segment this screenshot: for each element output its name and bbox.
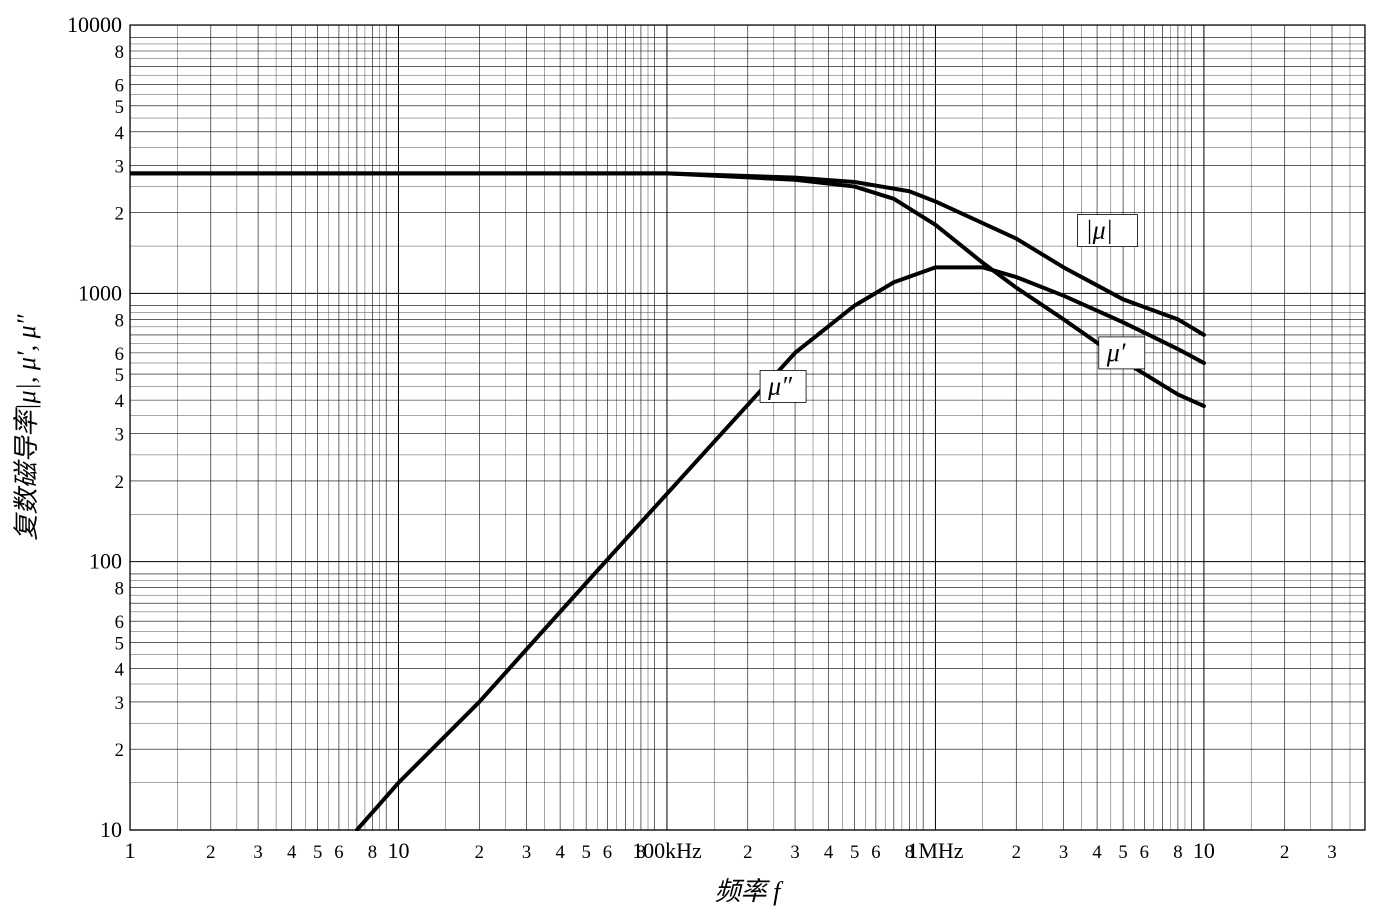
y-tick-label: 10000 [67, 12, 122, 37]
x-minor-tick: 2 [743, 842, 752, 863]
y-axis-title: 复数磁导率|μ|, μ′, μ″ [12, 313, 41, 540]
x-minor-tick: 6 [1140, 842, 1149, 863]
x-minor-tick: 4 [555, 842, 565, 863]
x-minor-tick: 5 [1118, 842, 1127, 863]
x-minor-tick: 6 [871, 842, 880, 863]
y-tick-label: 100 [89, 549, 122, 574]
y-minor-tick: 8 [115, 42, 124, 63]
x-axis-title: 频率 f [715, 877, 785, 906]
x-minor-tick: 2 [475, 842, 484, 863]
x-minor-tick: 2 [1280, 842, 1289, 863]
y-minor-tick: 2 [115, 740, 124, 761]
y-minor-tick: 5 [115, 365, 124, 386]
mask-top [0, 0, 1388, 25]
y-minor-tick: 5 [115, 633, 124, 654]
y-minor-tick: 2 [115, 472, 124, 493]
x-minor-tick: 6 [334, 842, 343, 863]
y-tick-label: 1000 [78, 280, 122, 305]
y-minor-tick: 2 [115, 204, 124, 225]
grid [130, 25, 1365, 830]
x-minor-tick: 3 [522, 842, 531, 863]
x-minor-tick: 3 [1059, 842, 1068, 863]
chart-svg: 10100100010000234568234568234568110100kH… [0, 0, 1388, 920]
x-minor-tick: 5 [313, 842, 322, 863]
y-minor-tick: 8 [115, 579, 124, 600]
y-minor-tick: 6 [115, 344, 124, 365]
x-tick-label: 10 [1193, 838, 1215, 863]
x-minor-tick: 8 [905, 842, 914, 863]
y-minor-tick: 3 [115, 425, 124, 446]
x-minor-tick: 8 [368, 842, 377, 863]
x-minor-tick: 8 [1173, 842, 1182, 863]
y-minor-tick: 3 [115, 156, 124, 177]
x-minor-tick: 5 [581, 842, 590, 863]
x-minor-tick: 4 [824, 842, 834, 863]
x-minor-tick: 4 [287, 842, 297, 863]
series-mu_double_prime [357, 267, 1204, 830]
series-label-mu_double_prime: μ″ [767, 371, 793, 400]
x-minor-tick: 2 [1012, 842, 1021, 863]
series-label-mu_prime: μ′ [1106, 338, 1126, 367]
x-minor-tick: 3 [1327, 842, 1336, 863]
y-minor-tick: 6 [115, 612, 124, 633]
x-tick-label: 10 [387, 838, 409, 863]
y-tick-label: 10 [100, 817, 122, 842]
x-minor-tick: 8 [636, 842, 645, 863]
x-minor-tick: 4 [1092, 842, 1102, 863]
permeability-chart: 10100100010000234568234568234568110100kH… [0, 0, 1388, 920]
x-minor-tick: 2 [206, 842, 215, 863]
x-minor-tick: 3 [253, 842, 262, 863]
x-tick-label: 1 [125, 838, 136, 863]
y-minor-tick: 5 [115, 97, 124, 118]
y-minor-tick: 8 [115, 310, 124, 331]
series-label-mu_abs: |μ| [1086, 216, 1113, 245]
y-minor-tick: 4 [115, 123, 125, 144]
mask-right [1365, 0, 1388, 920]
x-tick-label: 1MHz [907, 838, 963, 863]
y-minor-tick: 3 [115, 693, 124, 714]
x-minor-tick: 5 [850, 842, 859, 863]
x-minor-tick: 6 [603, 842, 612, 863]
x-minor-tick: 3 [790, 842, 799, 863]
y-minor-tick: 4 [115, 659, 125, 680]
y-minor-tick: 4 [115, 391, 125, 412]
y-minor-tick: 6 [115, 76, 124, 97]
